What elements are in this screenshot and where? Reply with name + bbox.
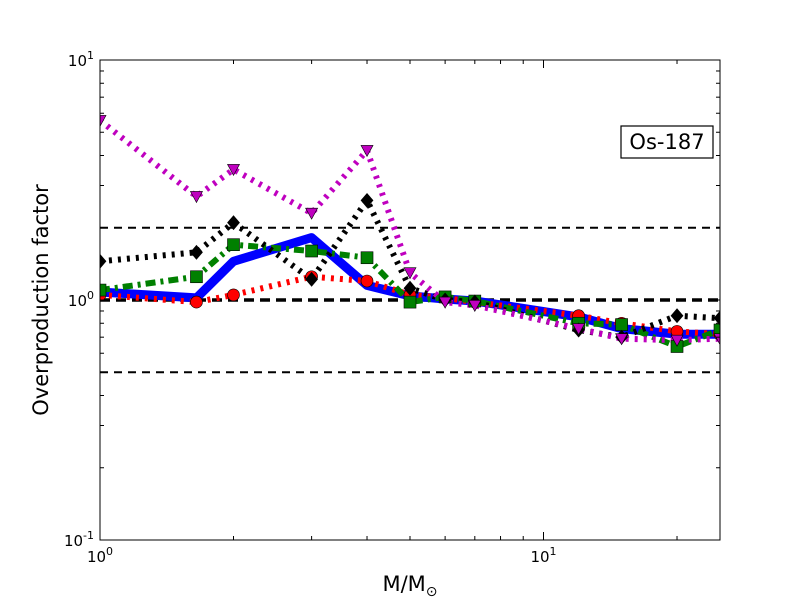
series-5-point <box>670 334 684 347</box>
series-4-line <box>100 197 720 341</box>
y-tick-label: 10-1 <box>64 529 94 550</box>
series-3-point <box>615 318 628 331</box>
series-5-point <box>615 333 629 346</box>
legend-label: Os-187 <box>629 130 704 154</box>
series-4-point <box>227 215 240 231</box>
axis-ticks <box>99 59 720 541</box>
series-5-point <box>227 164 241 177</box>
legend-box: Os-187 <box>620 125 714 159</box>
series-markers <box>100 115 720 353</box>
series-5-point <box>403 267 417 280</box>
series-3-point <box>190 270 203 284</box>
series-5-point <box>100 115 107 128</box>
series-2-point <box>360 274 374 288</box>
series-4-point <box>670 308 684 324</box>
y-tick-label: 100 <box>68 289 94 310</box>
series-5-point <box>438 296 452 309</box>
series-2-point <box>227 288 240 302</box>
series-3-point <box>713 323 720 337</box>
series-5-point <box>360 145 374 158</box>
series-3-point <box>403 295 417 309</box>
series-4-point <box>403 280 417 296</box>
series-3-point <box>100 283 107 297</box>
x-tick-label: 101 <box>530 545 556 566</box>
series-3-point <box>227 238 240 251</box>
series-5-point <box>572 323 586 336</box>
series-5-point <box>468 300 482 312</box>
series-2-point <box>190 295 203 309</box>
series-4-point <box>360 192 374 208</box>
series-3-point <box>360 251 374 265</box>
series-4-point <box>190 244 203 260</box>
series-3-point <box>305 244 318 258</box>
series-5-point <box>713 333 720 346</box>
y-axis-label: Overproduction factor <box>29 184 53 416</box>
x-tick-label: 100 <box>87 545 113 566</box>
series-4-point <box>305 271 319 287</box>
x-axis-label: M/M⊙ <box>382 572 437 600</box>
series-5-point <box>189 191 203 204</box>
series-5-point <box>305 207 319 220</box>
y-tick-label: 101 <box>68 49 94 70</box>
series-4-point <box>713 310 720 326</box>
series-4-point <box>100 253 107 269</box>
